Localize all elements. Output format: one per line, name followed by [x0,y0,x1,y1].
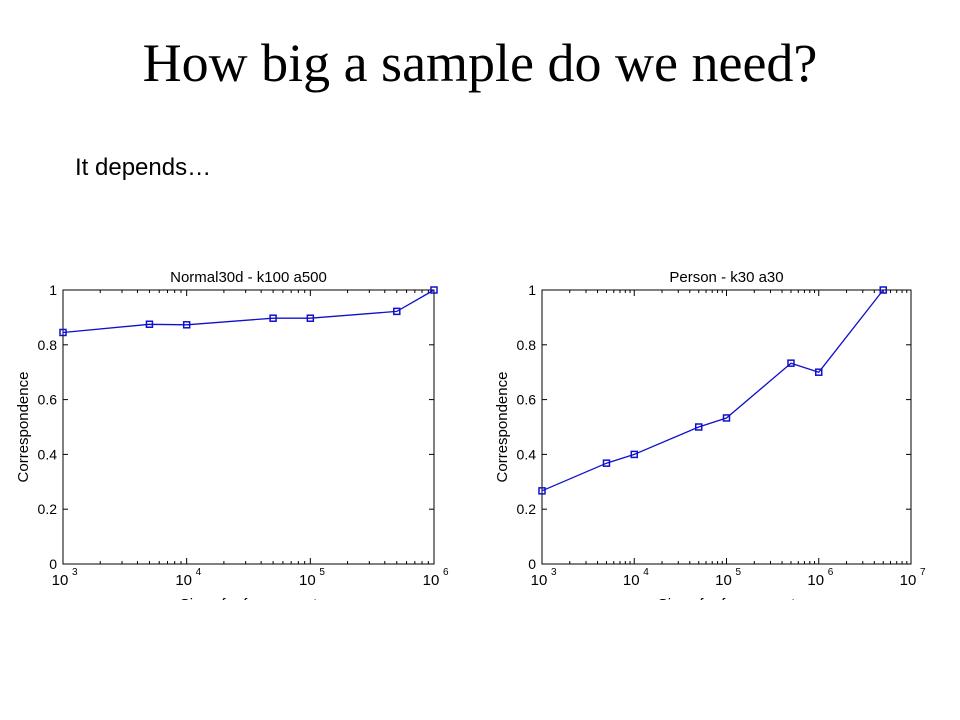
slide-body-text: It depends… [75,154,212,181]
data-point-marker [602,459,611,467]
y-tick-label: 0.8 [38,337,58,353]
plot-frame [62,289,435,565]
data-point-marker [393,307,401,316]
x-tick-label-exponent: 3 [72,567,78,578]
x-tick-label-exponent: 5 [736,567,742,578]
y-axis-label: Correspondence [494,372,511,483]
data-point-marker [538,487,546,495]
y-tick-label: 0.4 [517,446,537,462]
x-axis-label: Size of reference set [658,596,796,600]
data-point-marker [787,359,795,367]
chart-right: Person - k30 a30 0 0.2 0.4 0.6 0.8 1 10 3 10 4 10 5 1… [480,255,960,600]
y-tick-label: 1 [528,282,536,298]
series-line [541,289,884,492]
y-tick-label: 0.6 [38,392,58,408]
y-tick-label: 0.2 [38,501,58,517]
data-point-marker [430,286,438,294]
x-tick-label: 10 [175,572,192,589]
data-point-marker [269,314,277,322]
chart-left: Normal30d - k100 a500 0 0.2 0.4 0.6 0.8 1 10 3 10… [0,255,480,600]
x-tick-label-exponent: 7 [920,567,926,578]
data-point-marker [59,328,67,337]
data-point-marker [630,450,638,459]
slide-title: How big a sample do we need? [142,33,818,93]
x-tick-label-exponent: 3 [551,567,557,578]
x-tick-label: 10 [423,572,440,589]
series-line [62,289,435,334]
data-point-marker [722,414,731,422]
x-tick-label-exponent: 6 [443,567,449,578]
y-tick-label: 0.8 [517,337,537,353]
x-tick-label-exponent: 5 [319,567,325,578]
x-tick-label: 10 [531,572,548,589]
data-point-marker [694,423,703,431]
y-tick-label: 0 [528,556,536,572]
data-point-marker [182,321,191,329]
x-tick-label: 10 [807,572,824,589]
data-point-marker [306,314,315,322]
x-tick-label: 10 [52,572,69,589]
y-axis-label: Correspondence [15,372,32,483]
x-tick-label: 10 [623,572,640,589]
data-point-marker [145,320,154,328]
y-tick-label: 0.2 [517,501,537,517]
y-tick-label: 0.6 [517,392,537,408]
x-tick-label: 10 [715,572,732,589]
chart-title: Person - k30 a30 [669,269,783,286]
y-tick-label: 0.4 [38,446,58,462]
chart-title: Normal30d - k100 a500 [170,269,327,286]
y-tick-label: 0 [49,556,57,572]
data-point-marker [815,368,823,376]
plot-frame [541,289,912,565]
y-tick-label: 1 [49,282,57,298]
x-tick-label-exponent: 6 [828,567,834,578]
data-point-marker [879,286,887,294]
x-tick-label: 10 [900,572,917,589]
x-axis-label: Size of reference set [180,596,318,600]
x-tick-label-exponent: 4 [643,567,649,578]
x-tick-label: 10 [299,572,316,589]
x-tick-label-exponent: 4 [196,567,202,578]
